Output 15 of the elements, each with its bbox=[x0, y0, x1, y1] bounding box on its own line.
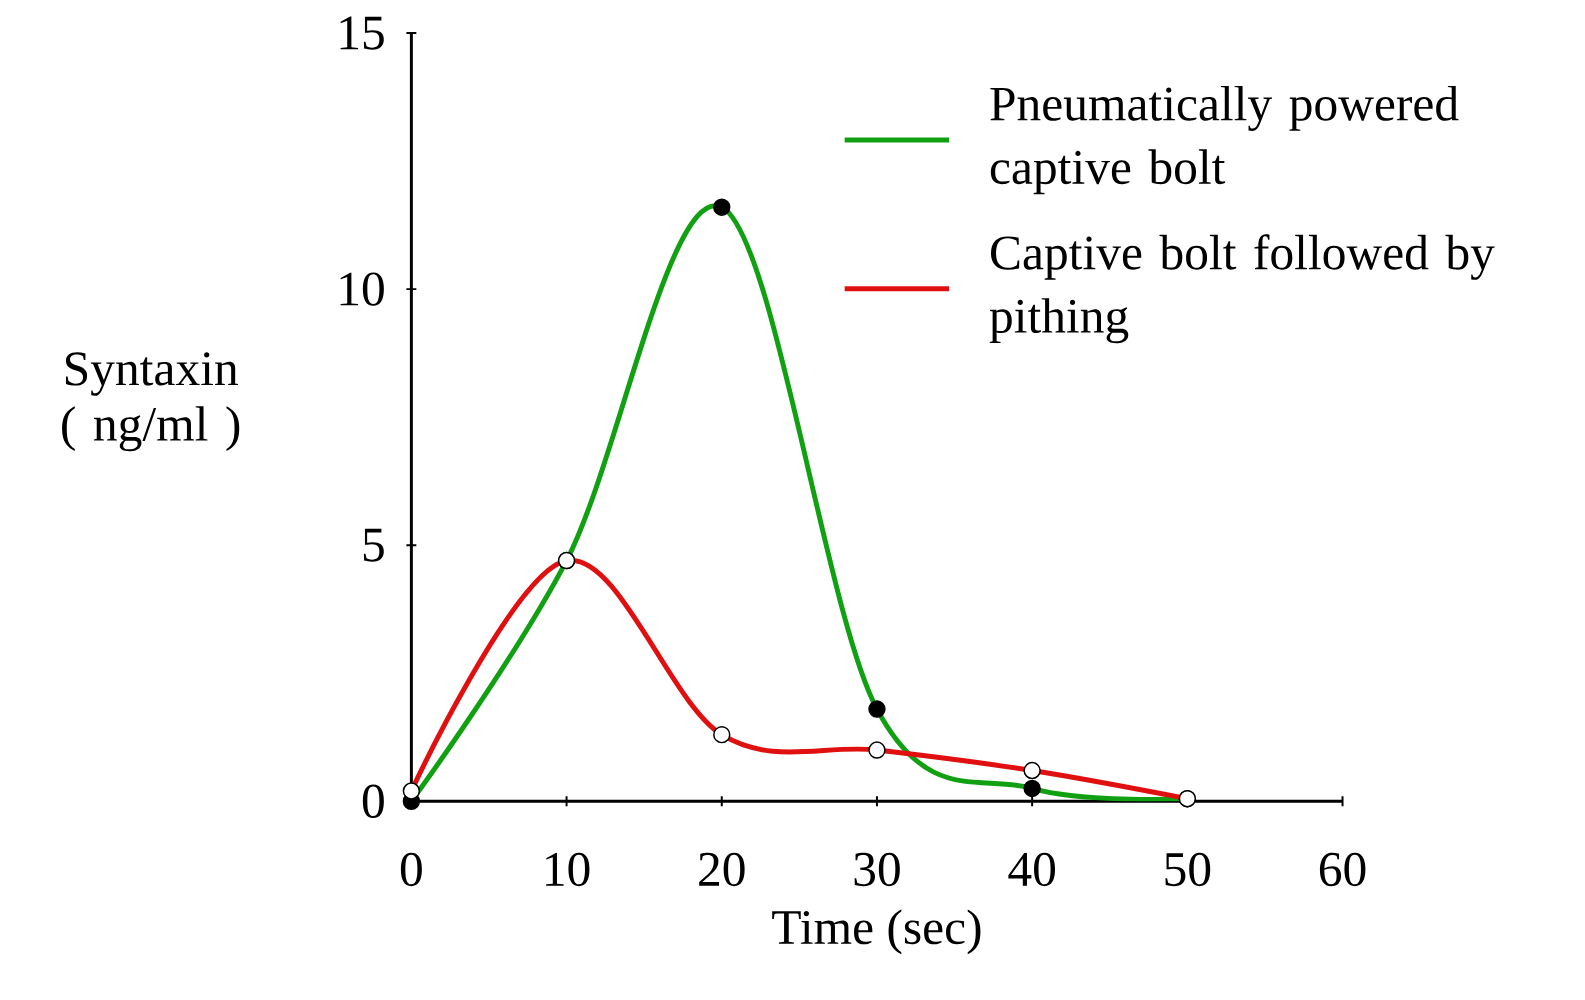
x-tick-label: 0 bbox=[400, 852, 422, 887]
x-tick-label: 20 bbox=[699, 852, 745, 887]
x-tick-label: 10 bbox=[546, 852, 590, 887]
legend-label: Captive bolt followed by pithing bbox=[989, 234, 1495, 344]
x-axis-title: Time (sec) bbox=[772, 909, 981, 955]
x-tick-label: 60 bbox=[1319, 852, 1366, 887]
y-axis-title: Syntaxin ( ng/ml ) bbox=[62, 352, 240, 452]
x-tick-label: 40 bbox=[1008, 852, 1056, 887]
x-tick-label: 30 bbox=[854, 852, 900, 887]
y-tick-label: 10 bbox=[340, 272, 384, 306]
y-tick-label: 5 bbox=[363, 528, 384, 562]
legend-label: Pneumatically powered captive bolt bbox=[990, 85, 1459, 195]
x-tick-label: 50 bbox=[1165, 852, 1211, 887]
y-tick-label: 15 bbox=[340, 16, 384, 50]
y-tick-label: 0 bbox=[362, 784, 384, 818]
